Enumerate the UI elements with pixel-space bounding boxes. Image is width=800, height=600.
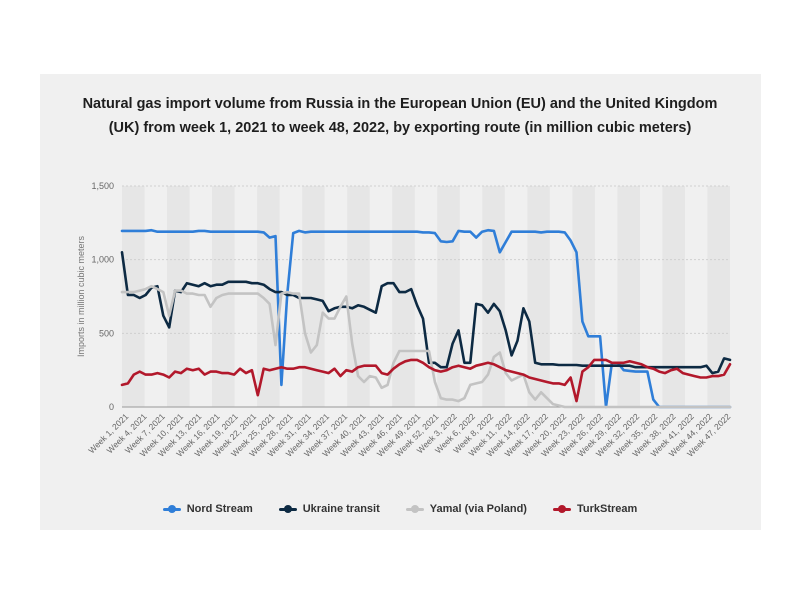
grid-layer (122, 185, 730, 408)
legend-swatch-nord-stream (162, 504, 181, 514)
grid-band (662, 186, 685, 407)
series-line-yamal-via-poland (120, 284, 732, 409)
series-layer (120, 228, 732, 409)
grid-band (302, 186, 325, 407)
legend-label-yamal: Yamal (via Poland) (429, 503, 527, 515)
legend: Nord Stream Ukraine transit Yamal (via P… (0, 503, 800, 515)
grid-band (707, 186, 730, 407)
grid-band (437, 186, 460, 407)
chart-title: Natural gas import volume from Russia in… (82, 96, 718, 136)
y-tick-label: 1,000 (91, 255, 114, 265)
series-line-turkstream (120, 358, 732, 403)
legend-item-nord-stream[interactable]: Nord Stream (162, 503, 253, 515)
legend-label-nord-stream: Nord Stream (186, 503, 253, 515)
grid-band (572, 186, 595, 407)
legend-label-ukraine-transit: Ukraine transit (302, 503, 380, 515)
series-line-ukraine-transit (120, 251, 732, 375)
legend-swatch-yamal (405, 504, 424, 514)
y-axis-label: Imports in million cubic meters (76, 235, 86, 357)
series-line-nord-stream (120, 228, 732, 409)
grid-band (527, 186, 550, 407)
grid-band (212, 186, 235, 407)
legend-label-turkstream: TurkStream (576, 503, 638, 515)
grid-band (257, 186, 280, 407)
legend-item-ukraine-transit[interactable]: Ukraine transit (278, 503, 380, 515)
legend-swatch-turkstream (552, 504, 571, 514)
y-tick-label: 500 (99, 328, 114, 338)
grid-band (122, 186, 145, 407)
grid-band (167, 186, 190, 407)
y-tick-label: 1,500 (91, 181, 114, 191)
y-tick-label: 0 (109, 402, 114, 412)
grid-band (482, 186, 505, 407)
grid-band (617, 186, 640, 407)
legend-swatch-ukraine-transit (278, 504, 297, 514)
axis-layer: 0 500 1,000 1,500 Imports in million cubic m… (76, 181, 733, 459)
grid-band (392, 186, 415, 407)
legend-item-turkstream[interactable]: TurkStream (552, 503, 638, 515)
legend-item-yamal[interactable]: Yamal (via Poland) (405, 503, 527, 515)
